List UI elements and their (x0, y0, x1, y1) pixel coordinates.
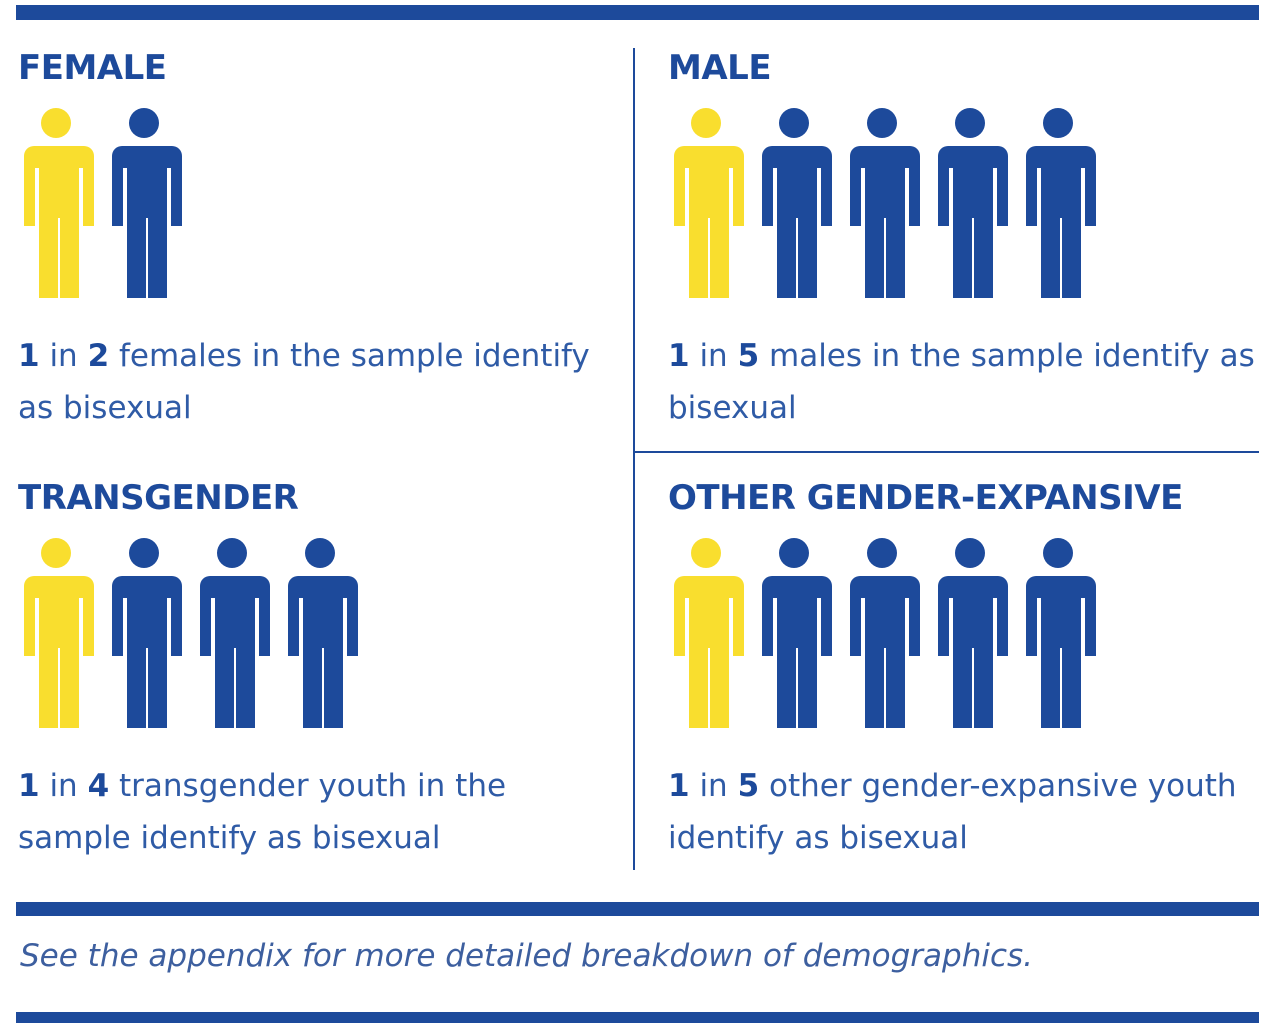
icon-head (955, 538, 985, 568)
icon-head (779, 538, 809, 568)
icon-body (762, 146, 832, 298)
icon-body (938, 146, 1008, 298)
numerator: 1 (668, 338, 690, 374)
person-icon (850, 108, 920, 298)
icon-head (305, 538, 335, 568)
divider (634, 451, 1259, 453)
icon-head (1043, 538, 1073, 568)
connector: in (699, 338, 728, 374)
icon-head (955, 108, 985, 138)
person-icon (938, 108, 1008, 298)
panel: TRANSGENDER 1 in 4 transgender youth in t… (18, 478, 618, 864)
icon-body (938, 576, 1008, 728)
icon-body (850, 146, 920, 298)
person-icon (24, 108, 94, 298)
panel-title: TRANSGENDER (18, 478, 299, 518)
denominator: 5 (737, 338, 760, 374)
icon-head (129, 108, 159, 138)
numerator: 1 (18, 768, 40, 804)
description-text: transgender youth in the sample identify… (18, 768, 507, 856)
person-icon (1026, 538, 1096, 728)
panel: FEMALE 1 in 2 females in the sample ident… (18, 48, 618, 434)
icon-row (668, 538, 1268, 748)
panel: OTHER GENDER-EXPANSIVE 1 in 5 other gende… (668, 478, 1268, 864)
person-icon (674, 108, 744, 298)
icon-body (762, 576, 832, 728)
description-text: males in the sample identify as bisexual (668, 338, 1255, 426)
icon-body (1026, 576, 1096, 728)
icon-head (867, 538, 897, 568)
icon-body (24, 146, 94, 298)
person-icon (200, 538, 270, 728)
panel-title: MALE (668, 48, 772, 88)
connector: in (49, 768, 78, 804)
icon-head (779, 108, 809, 138)
icon-row (668, 108, 1268, 318)
description: 1 in 5 other gender-expansive youth iden… (668, 760, 1258, 864)
divider (633, 48, 635, 870)
icon-head (691, 538, 721, 568)
description-text: other gender-expansive youth identify as… (668, 768, 1237, 856)
icon-body (850, 576, 920, 728)
icon-body (674, 576, 744, 728)
top-bar (16, 5, 1259, 20)
icon-head (129, 538, 159, 568)
denominator: 4 (87, 768, 110, 804)
icon-body (674, 146, 744, 298)
icon-body (288, 576, 358, 728)
icon-head (41, 108, 71, 138)
person-icon (762, 108, 832, 298)
icon-row (18, 108, 618, 318)
icon-body (1026, 146, 1096, 298)
footnote: See the appendix for more detailed break… (20, 938, 1034, 974)
person-icon (112, 108, 182, 298)
numerator: 1 (668, 768, 690, 804)
person-icon (938, 538, 1008, 728)
icon-head (867, 108, 897, 138)
icon-body (24, 576, 94, 728)
icon-body (112, 576, 182, 728)
rule (16, 902, 1259, 916)
icon-head (1043, 108, 1073, 138)
person-icon (1026, 108, 1096, 298)
connector: in (49, 338, 78, 374)
icon-head (217, 538, 247, 568)
person-icon (24, 538, 94, 728)
icon-body (200, 576, 270, 728)
description-text: females in the sample identify as bisexu… (18, 338, 590, 426)
icon-head (691, 108, 721, 138)
denominator: 2 (87, 338, 110, 374)
person-icon (288, 538, 358, 728)
description: 1 in 4 transgender youth in the sample i… (18, 760, 608, 864)
icon-body (112, 146, 182, 298)
panel-title: FEMALE (18, 48, 167, 88)
person-icon (762, 538, 832, 728)
person-icon (850, 538, 920, 728)
icon-row (18, 538, 618, 748)
person-icon (674, 538, 744, 728)
description: 1 in 5 males in the sample identify as b… (668, 330, 1258, 434)
connector: in (699, 768, 728, 804)
numerator: 1 (18, 338, 40, 374)
panel-title: OTHER GENDER-EXPANSIVE (668, 478, 1183, 518)
bottom-bar (16, 1012, 1259, 1023)
person-icon (112, 538, 182, 728)
panel: MALE 1 in 5 males in the sample identify … (668, 48, 1268, 434)
icon-head (41, 538, 71, 568)
description: 1 in 2 females in the sample identify as… (18, 330, 608, 434)
denominator: 5 (737, 768, 760, 804)
